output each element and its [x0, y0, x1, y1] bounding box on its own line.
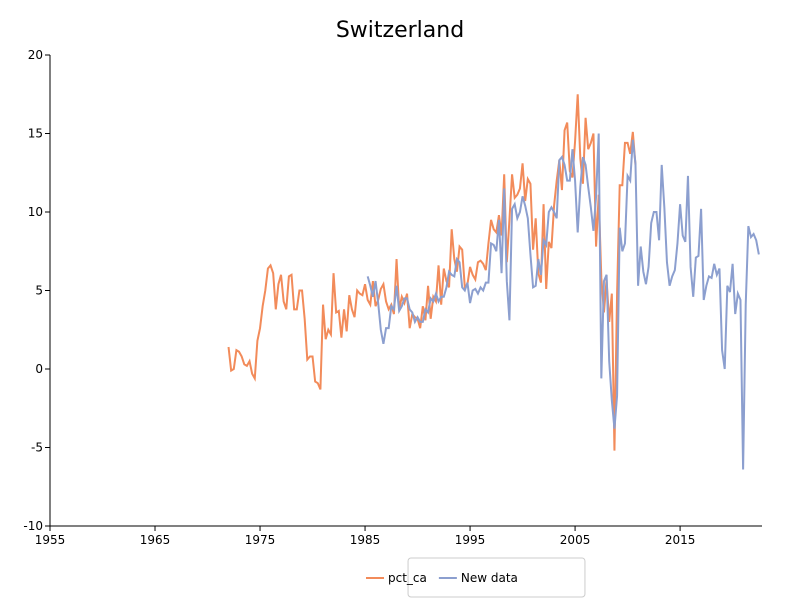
- x-tick-label: 1985: [350, 533, 381, 547]
- y-tick-label: 20: [28, 48, 43, 62]
- x-tick-label: 2015: [665, 533, 696, 547]
- series-line: [366, 133, 760, 470]
- legend-label: New data: [461, 571, 518, 585]
- series-line: [227, 94, 637, 451]
- x-tick-label: 1975: [245, 533, 276, 547]
- y-tick-label: 0: [35, 362, 43, 376]
- x-tick-label: 2005: [560, 533, 591, 547]
- legend-label: pct_ca: [388, 571, 427, 585]
- legend: pct_ca New data: [366, 557, 586, 598]
- y-tick-label: 10: [28, 205, 43, 219]
- y-tick-label: 5: [35, 284, 43, 298]
- x-tick-label: 1995: [455, 533, 486, 547]
- x-tick-label: 1955: [35, 533, 66, 547]
- chart-title: Switzerland: [336, 18, 464, 43]
- y-tick-label: -5: [31, 441, 43, 455]
- legend-box: [407, 557, 586, 598]
- y-tick-label: -10: [23, 519, 43, 533]
- x-tick-label: 1965: [140, 533, 171, 547]
- y-tick-label: 15: [28, 127, 43, 141]
